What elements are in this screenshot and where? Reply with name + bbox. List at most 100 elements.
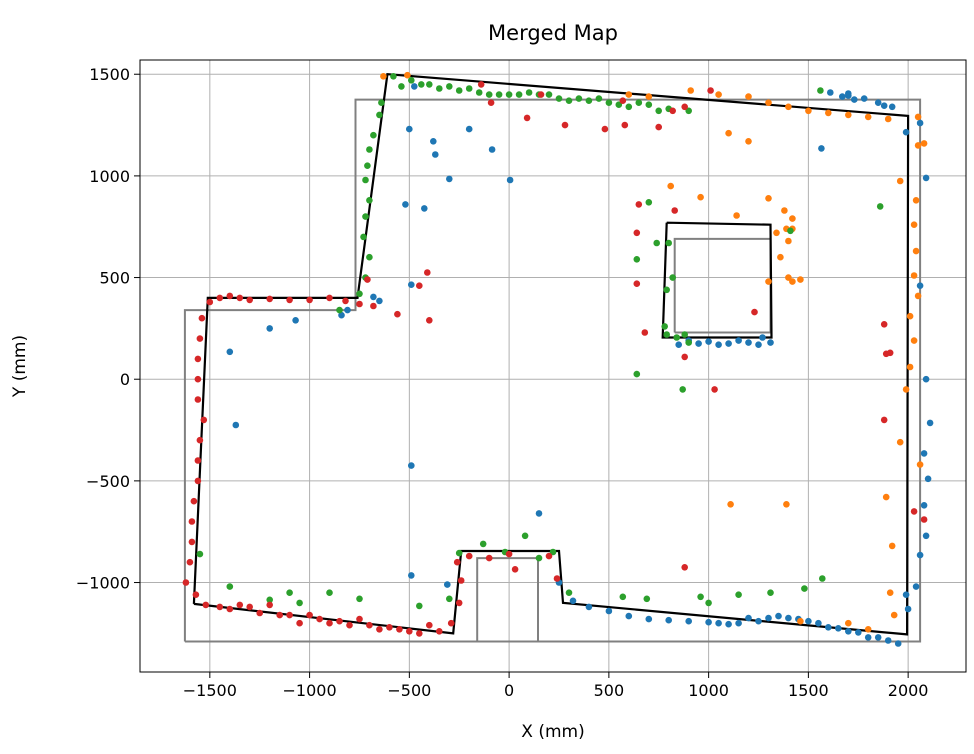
x-tick-label: 1000 xyxy=(688,681,729,700)
series-1-point xyxy=(916,119,924,127)
series-3-point xyxy=(226,583,234,590)
series-3-point xyxy=(661,323,668,330)
x-tick-label: −1500 xyxy=(183,681,237,700)
series-3-point xyxy=(663,286,670,294)
series-4-point xyxy=(188,538,196,546)
series-3-point xyxy=(366,197,373,204)
series-3-point xyxy=(625,103,633,111)
series-4-point xyxy=(356,300,363,308)
series-2-point xyxy=(789,215,796,222)
series-3-point xyxy=(408,77,415,84)
series-3-point xyxy=(619,593,627,601)
y-tick-label: 500 xyxy=(99,269,130,288)
series-2-point xyxy=(625,91,633,98)
series-2-point xyxy=(864,626,872,633)
series-3-point xyxy=(876,203,884,210)
series-1-point xyxy=(827,89,834,96)
series-1-point xyxy=(894,640,902,647)
series-3-point xyxy=(595,95,603,102)
series-1-point xyxy=(506,176,514,184)
series-3-point xyxy=(645,101,653,108)
y-tick-label: 1000 xyxy=(89,167,130,186)
series-4-point xyxy=(342,297,349,305)
series-2-point xyxy=(745,93,752,100)
series-3-point xyxy=(635,99,643,106)
series-3-point xyxy=(653,239,660,247)
x-tick-label: 2000 xyxy=(888,681,929,700)
series-4-point xyxy=(226,292,234,300)
reference-outline xyxy=(183,98,922,643)
series-1-point xyxy=(922,174,930,182)
series-4-point xyxy=(457,577,465,584)
series-3-point xyxy=(366,253,373,261)
series-4-point xyxy=(200,416,208,424)
series-4-point xyxy=(226,605,234,613)
series-3-point xyxy=(575,95,583,102)
series-4-point xyxy=(669,107,676,115)
series-4-point xyxy=(194,355,202,363)
series-3-point xyxy=(705,599,712,607)
series-4-point xyxy=(751,308,758,316)
series-4-point xyxy=(236,601,244,609)
series-4-point xyxy=(194,477,202,485)
series-1-point xyxy=(406,125,413,133)
series-4-point xyxy=(681,564,688,571)
series-1-point xyxy=(432,151,439,158)
series-4-point xyxy=(182,579,190,586)
series-2-point xyxy=(785,274,792,281)
series-2-point xyxy=(745,138,752,145)
series-1-point xyxy=(408,281,415,289)
series-3-point xyxy=(436,85,443,92)
series-2-point xyxy=(727,501,734,508)
estimate-outline xyxy=(661,221,773,339)
series-3-point xyxy=(605,99,613,106)
series-3-point xyxy=(336,306,343,314)
series-1-point xyxy=(585,603,593,611)
series-1-point xyxy=(902,591,910,598)
series-3-point xyxy=(426,81,433,88)
series-1-point xyxy=(845,628,852,635)
series-4-point xyxy=(477,81,485,88)
series-4-point xyxy=(394,310,401,318)
series-3-point xyxy=(665,239,672,247)
series-4-point xyxy=(681,103,688,111)
series-1-point xyxy=(874,99,882,106)
plot-frame xyxy=(139,59,967,673)
series-1-point xyxy=(232,421,240,429)
series-2-point xyxy=(906,312,914,320)
series-4-point xyxy=(306,611,313,619)
series-2-point xyxy=(733,212,740,219)
series-3-point xyxy=(633,370,641,378)
series-4-point xyxy=(194,396,202,403)
series-1-point xyxy=(292,317,299,324)
series-2-point xyxy=(777,253,784,261)
series-2-point xyxy=(910,221,918,228)
series-3-point xyxy=(663,331,670,338)
series-4-point xyxy=(465,552,473,560)
series-1-point xyxy=(625,612,633,620)
series-4-point xyxy=(681,353,688,361)
series-1-point xyxy=(920,450,928,457)
series-4-point xyxy=(523,114,531,122)
series-3-point xyxy=(390,73,397,80)
series-1-point xyxy=(665,616,672,624)
series-2-point xyxy=(725,129,732,137)
series-3-point xyxy=(681,331,688,338)
series-3-point xyxy=(545,91,553,98)
series-1-point xyxy=(408,572,415,579)
series-1-point xyxy=(839,93,846,100)
series-4-point xyxy=(364,276,371,283)
series-1-point xyxy=(745,614,752,622)
series-4-point xyxy=(920,516,928,523)
series-3-point xyxy=(362,176,369,184)
series-1-point xyxy=(685,617,692,625)
series-4-point xyxy=(886,349,894,357)
series-4-point xyxy=(880,321,888,328)
series-3-point xyxy=(633,255,641,263)
series-2-point xyxy=(912,247,920,255)
series-3-point xyxy=(485,91,493,98)
series-4-point xyxy=(447,619,455,627)
series-4-point xyxy=(186,558,194,566)
series-1-point xyxy=(370,293,377,301)
